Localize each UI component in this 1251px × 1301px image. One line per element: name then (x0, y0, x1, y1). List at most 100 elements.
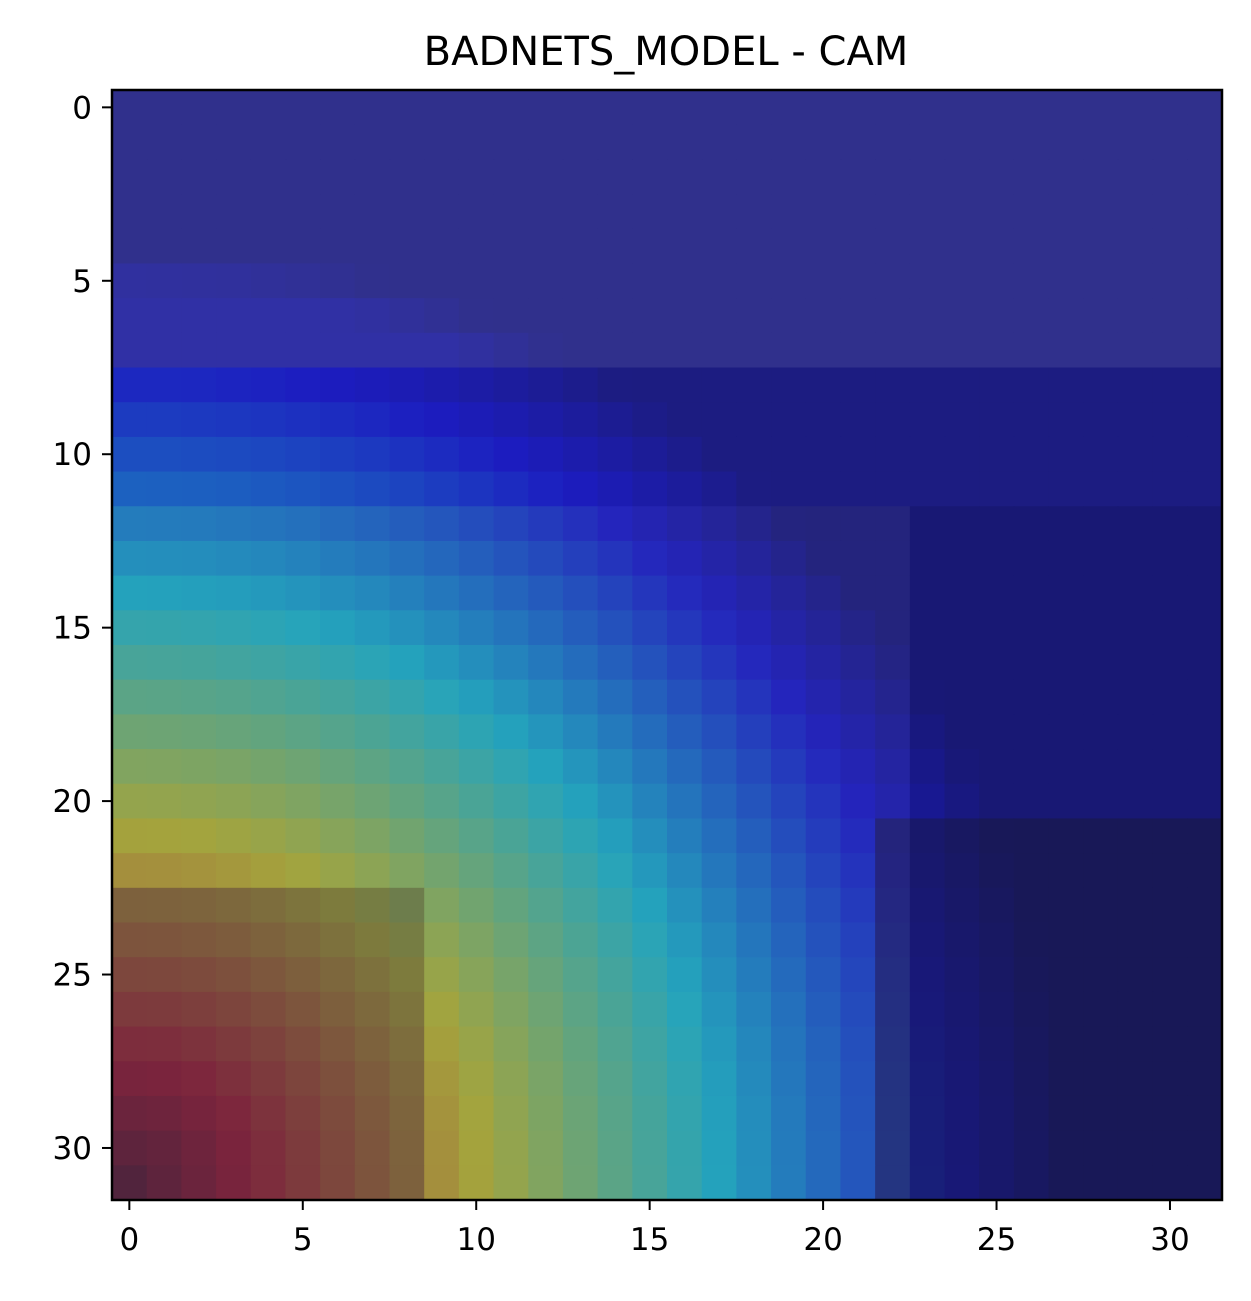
heatmap-cell-r27-c22 (875, 1026, 911, 1062)
heatmap-cell-r15-c4 (250, 610, 287, 646)
heatmap-cell-r1-c30 (1152, 124, 1188, 160)
heatmap-cell-r20-c1 (146, 783, 182, 820)
heatmap-cell-r22-c25 (979, 853, 1015, 889)
heatmap-cell-r14-c23 (909, 575, 946, 611)
heatmap-cell-r7-c1 (146, 332, 182, 369)
heatmap-cell-r14-c14 (597, 575, 633, 611)
heatmap-cell-r21-c30 (1152, 818, 1188, 854)
heatmap-cell-r31-c26 (1013, 1165, 1050, 1201)
heatmap-cell-r30-c25 (979, 1130, 1015, 1166)
heatmap-cell-r1-c20 (805, 124, 842, 160)
heatmap-cell-r8-c18 (736, 367, 772, 403)
heatmap-cell-r5-c27 (1048, 263, 1084, 299)
heatmap-cell-r30-c11 (493, 1130, 529, 1166)
heatmap-cell-r1-c0 (112, 124, 148, 160)
heatmap-cell-r27-c14 (597, 1026, 633, 1062)
heatmap-cell-r7-c26 (1013, 332, 1050, 369)
heatmap-cell-r31-c31 (1187, 1165, 1223, 1201)
heatmap-cell-r26-c16 (667, 991, 703, 1028)
heatmap-cell-r5-c18 (736, 263, 772, 299)
heatmap-cell-r28-c9 (424, 1061, 460, 1097)
heatmap-cell-r27-c26 (1013, 1026, 1050, 1062)
heatmap-cell-r22-c11 (493, 853, 529, 889)
heatmap-cell-r30-c28 (1083, 1130, 1119, 1166)
heatmap-cell-r31-c4 (250, 1165, 287, 1201)
heatmap-cell-r23-c3 (216, 887, 252, 924)
heatmap-cell-r16-c2 (181, 645, 217, 681)
heatmap-cell-r28-c7 (354, 1061, 391, 1097)
heatmap-cell-r10-c7 (354, 436, 391, 473)
heatmap-cell-r17-c25 (979, 679, 1015, 715)
heatmap-cell-r27-c20 (805, 1026, 842, 1062)
heatmap-cell-r0-c0 (112, 90, 148, 126)
heatmap-cell-r11-c26 (1013, 471, 1050, 507)
heatmap-cell-r28-c15 (632, 1061, 668, 1097)
heatmap-cell-r11-c6 (320, 471, 356, 507)
heatmap-cell-r28-c16 (667, 1061, 703, 1097)
heatmap-cell-r25-c13 (562, 957, 599, 993)
heatmap-cell-r16-c21 (840, 645, 876, 681)
heatmap-cell-r3-c1 (146, 194, 182, 230)
heatmap-cell-r11-c4 (250, 471, 287, 507)
heatmap-cell-r21-c18 (736, 818, 772, 854)
heatmap-cell-r26-c11 (493, 991, 529, 1028)
heatmap-cell-r1-c27 (1048, 124, 1084, 160)
heatmap-cell-r26-c26 (1013, 991, 1050, 1028)
heatmap-cell-r9-c16 (667, 402, 703, 438)
heatmap-cell-r23-c23 (909, 887, 946, 924)
heatmap-cell-r13-c21 (840, 540, 876, 577)
heatmap-cell-r25-c21 (840, 957, 876, 993)
heatmap-cell-r19-c12 (528, 749, 564, 785)
heatmap-cell-r19-c10 (458, 749, 495, 785)
heatmap-cell-r7-c6 (320, 332, 356, 369)
heatmap-cell-r8-c27 (1048, 367, 1084, 403)
heatmap-cell-r9-c1 (146, 402, 182, 438)
heatmap-cell-r14-c9 (424, 575, 460, 611)
heatmap-cell-r11-c22 (875, 471, 911, 507)
heatmap-cell-r12-c31 (1187, 506, 1223, 542)
heatmap-cell-r5-c19 (771, 263, 807, 299)
heatmap-cell-r13-c20 (805, 540, 842, 577)
heatmap-cell-r10-c23 (909, 436, 946, 473)
heatmap-cell-r21-c19 (771, 818, 807, 854)
heatmap-cell-r28-c27 (1048, 1061, 1084, 1097)
heatmap-cell-r21-c28 (1083, 818, 1119, 854)
heatmap-cell-r19-c31 (1187, 749, 1223, 785)
heatmap-cell-r13-c23 (909, 540, 946, 577)
heatmap-cell-r10-c21 (840, 436, 876, 473)
heatmap-cell-r12-c8 (389, 506, 425, 542)
heatmap-cell-r31-c19 (771, 1165, 807, 1201)
heatmap-cell-r22-c29 (1117, 853, 1154, 889)
heatmap-cell-r0-c1 (146, 90, 182, 126)
heatmap-cell-r2-c31 (1187, 159, 1223, 195)
heatmap-cell-r10-c26 (1013, 436, 1050, 473)
heatmap-cell-r5-c13 (562, 263, 599, 299)
heatmap-cell-r16-c31 (1187, 645, 1223, 681)
heatmap-cell-r26-c25 (979, 991, 1015, 1028)
heatmap-cell-r12-c19 (771, 506, 807, 542)
heatmap-cell-r25-c6 (320, 957, 356, 993)
heatmap-cell-r17-c20 (805, 679, 842, 715)
heatmap-cell-r18-c25 (979, 714, 1015, 750)
heatmap-cell-r25-c3 (216, 957, 252, 993)
heatmap-cell-r1-c24 (944, 124, 980, 160)
heatmap-cell-r6-c27 (1048, 298, 1084, 334)
heatmap-cell-r28-c23 (909, 1061, 946, 1097)
heatmap-cell-r25-c1 (146, 957, 182, 993)
heatmap-cell-r20-c12 (528, 783, 564, 820)
heatmap-cell-r7-c20 (805, 332, 842, 369)
heatmap-cell-r1-c31 (1187, 124, 1223, 160)
heatmap-cell-r11-c12 (528, 471, 564, 507)
heatmap-cell-r30-c29 (1117, 1130, 1154, 1166)
heatmap-cell-r7-c0 (112, 332, 148, 369)
heatmap-cell-r4-c8 (389, 228, 425, 265)
heatmap-cell-r23-c2 (181, 887, 217, 924)
heatmap-cell-r29-c30 (1152, 1095, 1188, 1132)
heatmap-cell-r2-c11 (493, 159, 529, 195)
heatmap-cell-r22-c16 (667, 853, 703, 889)
heatmap-cell-r13-c7 (354, 540, 391, 577)
heatmap-cell-r12-c21 (840, 506, 876, 542)
heatmap-cell-r8-c25 (979, 367, 1015, 403)
heatmap-cell-r12-c5 (285, 506, 321, 542)
heatmap-cell-r15-c25 (979, 610, 1015, 646)
